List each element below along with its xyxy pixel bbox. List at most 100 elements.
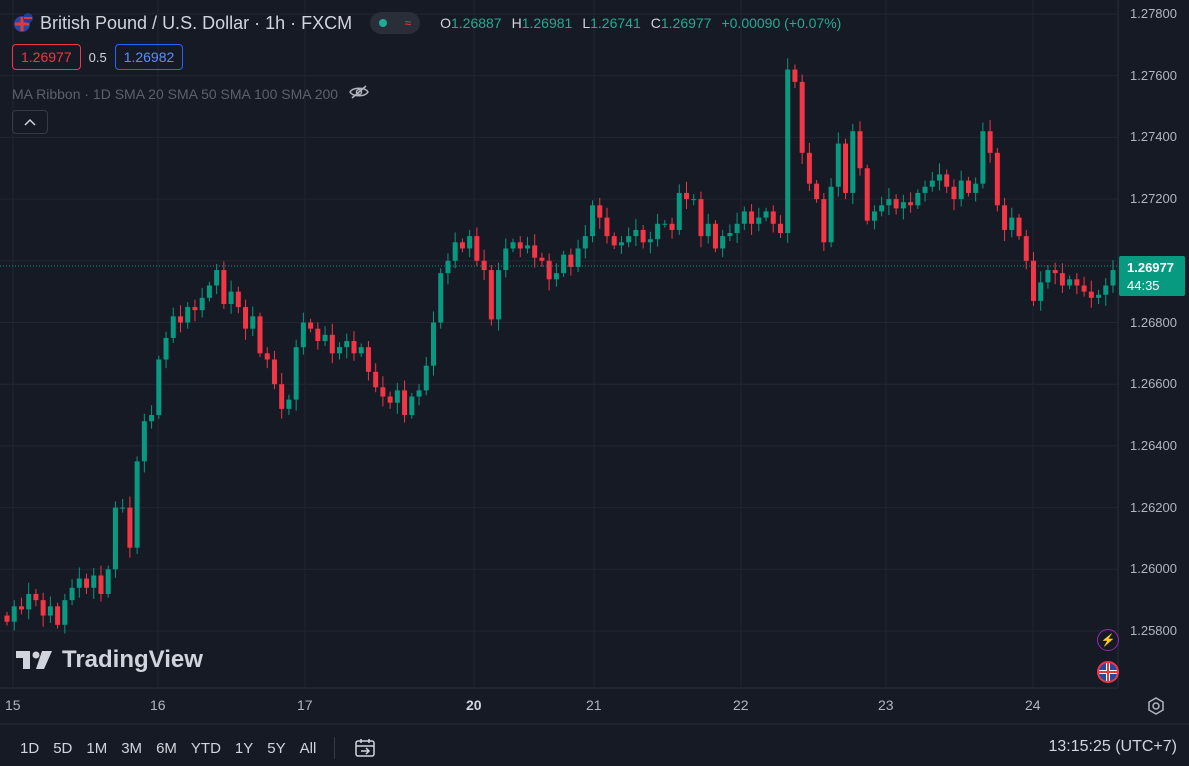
buy-button[interactable]: 1.26982 xyxy=(114,44,184,70)
candle-body xyxy=(358,347,364,354)
candle-body xyxy=(185,307,191,323)
indicator-label: MA Ribbon · 1D SMA 20 SMA 50 SMA 100 SMA… xyxy=(12,85,339,102)
candle-body xyxy=(958,180,964,200)
candle-body xyxy=(402,390,408,416)
range-ytd[interactable]: YTD xyxy=(190,739,221,757)
candle-body xyxy=(1023,236,1029,261)
candle-body xyxy=(156,359,162,416)
candle-body xyxy=(640,229,646,243)
candle-body xyxy=(11,606,17,622)
candle-body xyxy=(792,69,798,82)
indicator-legend[interactable]: MA Ribbon · 1D SMA 20 SMA 50 SMA 100 SMA… xyxy=(12,84,370,103)
candle-body xyxy=(1088,291,1094,298)
candle-body xyxy=(568,254,574,267)
range-1y[interactable]: 1Y xyxy=(234,739,254,757)
candle-body xyxy=(749,211,755,224)
candle-body xyxy=(445,260,451,274)
candle-body xyxy=(1052,270,1058,274)
range-3m[interactable]: 3M xyxy=(121,739,143,757)
candle-body xyxy=(684,192,690,200)
symbol-title[interactable]: British Pound / U.S. Dollar · 1h · FXCM xyxy=(40,12,353,33)
candle-body xyxy=(987,131,993,153)
candle-body xyxy=(62,600,68,625)
price-tick-label: 1.27200 xyxy=(1130,191,1177,207)
candle-body xyxy=(647,239,653,243)
candle-body xyxy=(922,186,928,193)
candle-body xyxy=(496,270,502,320)
bolt-icon[interactable]: ⚡ xyxy=(1097,629,1119,651)
candle-body xyxy=(387,396,393,403)
candle-body xyxy=(553,273,559,280)
candle-body xyxy=(575,248,581,267)
candle-body xyxy=(937,174,943,181)
tradingview-logo-icon xyxy=(16,651,52,669)
candle-body xyxy=(618,242,624,246)
price-tick-label: 1.26200 xyxy=(1130,499,1177,515)
candle-body xyxy=(221,270,227,304)
candle-body xyxy=(315,328,321,342)
candle-body xyxy=(879,205,885,212)
tradingview-logo[interactable]: TradingView xyxy=(16,646,203,674)
candle-body xyxy=(806,152,812,184)
candle-body xyxy=(814,183,820,200)
range-1m[interactable]: 1M xyxy=(86,739,108,757)
candle-body xyxy=(973,183,979,193)
candle-body xyxy=(886,199,892,206)
gbp-flag-icon[interactable] xyxy=(1097,661,1119,683)
calendar-range-icon[interactable] xyxy=(353,737,377,759)
candle-body xyxy=(539,257,545,261)
candle-body xyxy=(951,186,957,200)
candle-body xyxy=(430,322,436,366)
candle-body xyxy=(850,131,856,193)
trade-buttons: 1.26977 0.5 1.26982 xyxy=(12,44,184,70)
range-5d[interactable]: 5D xyxy=(53,739,73,757)
eye-hidden-icon[interactable] xyxy=(348,84,370,103)
candle-body xyxy=(1096,294,1102,298)
candle-body xyxy=(308,322,314,329)
candle-body xyxy=(459,242,465,249)
candle-body xyxy=(698,199,704,237)
candle-body xyxy=(98,575,104,594)
candle-body xyxy=(1002,205,1008,230)
collapse-legend-button[interactable] xyxy=(12,110,48,134)
candle-body xyxy=(373,371,379,388)
time-tick-label: 15 xyxy=(5,697,21,713)
candle-body xyxy=(127,507,133,548)
candle-body xyxy=(337,347,343,354)
candle-body xyxy=(980,131,986,184)
candle-body xyxy=(828,186,834,243)
candle-body xyxy=(214,270,220,286)
candle-body xyxy=(286,399,292,409)
range-1d[interactable]: 1D xyxy=(20,739,40,757)
candle-body xyxy=(84,578,90,588)
price-change: +0.00090 (+0.07%) xyxy=(721,15,842,31)
chevron-up-icon xyxy=(24,118,36,126)
candle-body xyxy=(1016,217,1022,237)
time-tick-label: 22 xyxy=(733,697,749,713)
range-6m[interactable]: 6M xyxy=(156,739,177,757)
candle-body xyxy=(871,211,877,221)
candle-body xyxy=(561,254,567,274)
range-all[interactable]: All xyxy=(299,739,317,757)
candle-body xyxy=(76,578,82,588)
candle-body xyxy=(763,211,769,218)
candle-body xyxy=(438,273,444,323)
close-key: C xyxy=(650,15,661,31)
settings-gear-icon[interactable] xyxy=(1146,696,1166,716)
candle-body xyxy=(857,131,863,169)
candle-body xyxy=(532,245,538,258)
candle-body xyxy=(243,307,249,329)
gbpusd-flag-icon xyxy=(12,12,34,34)
candle-body xyxy=(965,180,971,193)
candle-body xyxy=(467,236,473,249)
time-clock[interactable]: 13:15:25 (UTC+7) xyxy=(1048,738,1177,755)
range-5y[interactable]: 5Y xyxy=(267,739,286,757)
candle-body xyxy=(206,285,212,298)
sell-button[interactable]: 1.26977 xyxy=(12,44,81,70)
candle-body xyxy=(105,569,111,594)
price-tick-label: 1.27400 xyxy=(1130,129,1177,145)
last-price-tag: 1.26977 44:35 xyxy=(1119,256,1185,296)
market-status-pill[interactable]: ≈ xyxy=(370,12,421,34)
price-tick-label: 1.27600 xyxy=(1130,67,1177,83)
